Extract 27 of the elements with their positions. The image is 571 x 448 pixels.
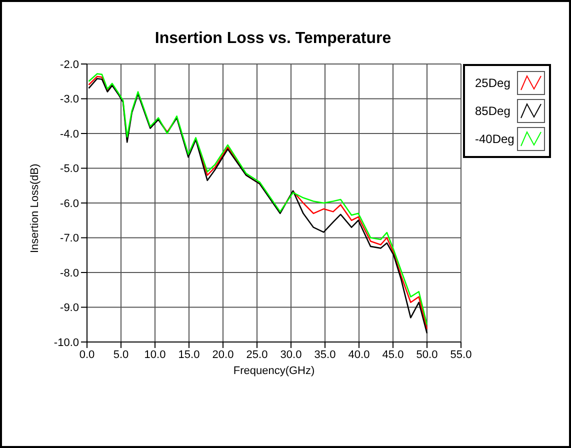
y-tick-label: -5.0 <box>60 163 79 176</box>
x-axis-title: Frequency(GHz) <box>233 365 315 377</box>
x-tick-label: 30.0 <box>280 348 302 361</box>
y-tick-label: -6.0 <box>60 198 79 210</box>
x-tick-label: 20.0 <box>212 348 234 361</box>
y-tick-label: -8.0 <box>60 267 79 280</box>
y-tick-label: -4.0 <box>60 128 79 140</box>
y-tick-label: -7.0 <box>60 232 79 245</box>
legend-label: 25Deg <box>475 76 510 90</box>
y-tick-label: -3.0 <box>60 94 79 106</box>
legend-label: -40Deg <box>475 132 514 146</box>
x-tick-label: 50.0 <box>416 348 438 361</box>
legend-label: 85Deg <box>475 104 510 118</box>
x-tick-label: 55.0 <box>450 348 472 361</box>
y-tick-label: -10.0 <box>54 336 79 349</box>
x-tick-label: 25.0 <box>246 348 268 361</box>
y-tick-label: -9.0 <box>60 302 79 314</box>
x-tick-label: 5.0 <box>113 348 129 361</box>
x-tick-label: 40.0 <box>348 348 370 361</box>
x-tick-label: 10.0 <box>144 348 166 361</box>
x-tick-label: 15.0 <box>178 348 200 361</box>
chart-title: Insertion Loss vs. Temperature <box>154 30 392 48</box>
x-tick-label: 35.0 <box>314 348 336 361</box>
y-tick-label: -2.0 <box>60 58 79 71</box>
y-axis-title: Insertion Loss(dB) <box>28 164 41 253</box>
x-tick-label: 0.0 <box>79 348 95 361</box>
x-tick-label: 45.0 <box>382 348 404 361</box>
